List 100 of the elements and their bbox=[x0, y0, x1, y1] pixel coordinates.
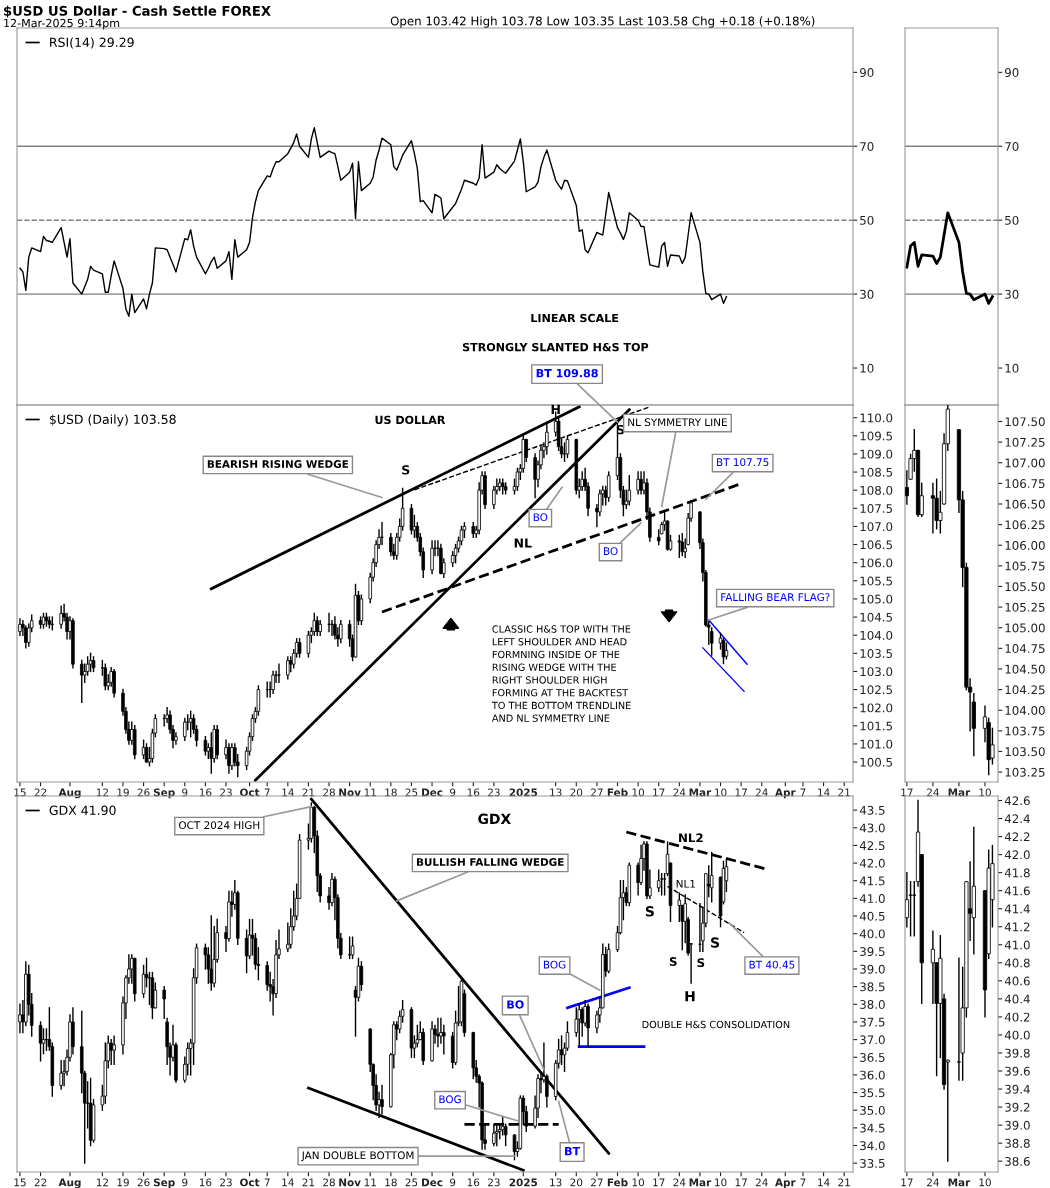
x-tick-label: 10 bbox=[715, 788, 727, 797]
y-tick-label: 40.5 bbox=[859, 911, 885, 921]
x-tick-label: 21 bbox=[302, 1178, 315, 1187]
annotation: BULLISH FALLING WEDGE bbox=[416, 858, 564, 866]
x-tick-label: 23 bbox=[220, 788, 232, 797]
x-tick-label: 28 bbox=[323, 788, 335, 797]
candlestick bbox=[59, 1060, 63, 1090]
legend-label: $USD (Daily) 103.58 bbox=[49, 414, 176, 427]
y-tick-label: 90 bbox=[859, 68, 874, 78]
candlestick bbox=[59, 605, 63, 629]
x-tick-label: Dec bbox=[422, 1178, 443, 1187]
candlestick bbox=[930, 930, 935, 1005]
candlestick bbox=[18, 1003, 22, 1034]
y-tick-label: 105.75 bbox=[1005, 561, 1045, 571]
y-tick-label: 39.0 bbox=[1005, 1120, 1030, 1130]
annotation: BT 107.75 bbox=[717, 458, 769, 467]
candlestick bbox=[112, 668, 116, 698]
annotation: BT 109.88 bbox=[536, 368, 598, 378]
y-tick-label: 50 bbox=[1005, 215, 1019, 225]
x-tick-label: 9 bbox=[182, 1178, 188, 1187]
x-tick-label: 10 bbox=[979, 788, 991, 797]
x-tick-label: 24 bbox=[755, 1178, 768, 1187]
candlestick bbox=[430, 540, 434, 575]
annotation: DOUBLE H&S CONSOLIDATION bbox=[642, 1020, 790, 1029]
annotation: JAN DOUBLE BOTTOM bbox=[301, 1151, 414, 1162]
x-tick-label: 23 bbox=[488, 788, 500, 797]
y-tick-label: 42.0 bbox=[1004, 850, 1030, 860]
candlestick bbox=[109, 1038, 113, 1066]
x-tick-label: 9 bbox=[450, 1178, 456, 1187]
y-tick-label: 33.5 bbox=[860, 1158, 885, 1168]
candlestick bbox=[934, 478, 939, 530]
y-tick-label: 102.5 bbox=[860, 685, 893, 695]
y-tick-label: 42.2 bbox=[1004, 832, 1030, 842]
candlestick bbox=[636, 471, 640, 495]
annotation: STRONGLY SLANTED H&S TOP bbox=[462, 342, 649, 352]
y-tick-label: 35.5 bbox=[860, 1088, 885, 1098]
annotation: NL1 bbox=[676, 880, 695, 888]
x-tick-label: 7 bbox=[800, 788, 806, 797]
x-tick-label: 19 bbox=[117, 788, 129, 797]
y-tick-label: 109.0 bbox=[860, 449, 893, 459]
x-tick-label: 24 bbox=[673, 788, 686, 797]
x-tick-label: Mar bbox=[689, 1178, 712, 1187]
x-tick-label: Mar bbox=[948, 788, 971, 797]
x-tick-label: 2025 bbox=[509, 788, 538, 797]
candlestick bbox=[559, 1035, 564, 1066]
x-tick-label: 21 bbox=[838, 788, 850, 797]
candlestick bbox=[639, 471, 643, 495]
y-tick-label: 104.0 bbox=[860, 630, 893, 640]
annotation: BOG bbox=[439, 1095, 461, 1104]
y-tick-label: 40.2 bbox=[1004, 1012, 1030, 1022]
y-tick-label: 106.5 bbox=[860, 540, 893, 550]
y-tick-label: 104.50 bbox=[1005, 664, 1045, 674]
text: Open 103.42 High 103.78 Low 103.35 Last 103.58 Chg +0.18 (+0.18%) bbox=[390, 16, 815, 28]
annotation: BO bbox=[507, 1000, 524, 1009]
y-tick-label: 104.75 bbox=[1005, 644, 1045, 654]
x-tick-label: 21 bbox=[838, 1178, 850, 1187]
annotation: NL bbox=[514, 538, 532, 548]
y-tick-label: 40.0 bbox=[859, 929, 885, 939]
y-tick-label: 38.0 bbox=[860, 1000, 885, 1009]
x-tick-label: 17 bbox=[901, 788, 913, 797]
x-tick-label: Mar bbox=[689, 788, 712, 797]
y-tick-label: 104.25 bbox=[1005, 685, 1045, 695]
y-tick-label: 103.75 bbox=[1005, 726, 1045, 736]
x-tick-label: 25 bbox=[405, 788, 418, 797]
y-tick-label: 108.0 bbox=[860, 485, 893, 495]
x-tick-label: 15 bbox=[14, 788, 26, 797]
y-tick-label: 10 bbox=[1005, 363, 1019, 373]
y-tick-label: 39.4 bbox=[1005, 1084, 1030, 1094]
y-tick-label: 41.0 bbox=[1004, 940, 1030, 950]
x-tick-label: 10 bbox=[979, 1178, 991, 1187]
candlestick bbox=[545, 424, 549, 455]
annotation: BO bbox=[604, 547, 618, 556]
x-tick-label: 10 bbox=[632, 788, 645, 797]
x-tick-label: Apr bbox=[775, 788, 796, 799]
y-tick-label: 105.50 bbox=[1005, 582, 1045, 592]
annotation: S bbox=[711, 937, 720, 948]
y-tick-label: 41.5 bbox=[859, 876, 885, 886]
y-tick-label: 103.5 bbox=[860, 649, 893, 658]
y-tick-label: 101.0 bbox=[860, 739, 893, 749]
y-tick-label: 30 bbox=[1005, 289, 1019, 299]
y-tick-label: 105.0 bbox=[860, 594, 893, 604]
y-tick-label: 105.00 bbox=[1005, 623, 1045, 633]
y-tick-label: 36.0 bbox=[860, 1070, 885, 1080]
x-tick-label: 21 bbox=[302, 788, 315, 797]
x-tick-label: 25 bbox=[405, 1178, 418, 1187]
x-tick-label: Oct bbox=[240, 1178, 260, 1187]
candlestick bbox=[271, 670, 275, 694]
x-tick-label: Sep bbox=[153, 1178, 175, 1188]
y-tick-label: 107.0 bbox=[860, 522, 893, 532]
x-tick-label: 10 bbox=[632, 1178, 645, 1187]
y-tick-label: 42.5 bbox=[859, 841, 885, 851]
y-tick-label: 107.25 bbox=[1005, 437, 1045, 447]
x-tick-label: 18 bbox=[385, 788, 397, 797]
x-tick-label: Aug bbox=[58, 788, 81, 799]
candlestick bbox=[409, 503, 414, 535]
x-tick-label: Nov bbox=[339, 788, 361, 797]
y-tick-label: 103.50 bbox=[1005, 747, 1045, 757]
x-tick-label: 14 bbox=[818, 788, 830, 797]
x-tick-label: 10 bbox=[715, 1178, 727, 1187]
x-tick-label: 23 bbox=[488, 1178, 500, 1187]
